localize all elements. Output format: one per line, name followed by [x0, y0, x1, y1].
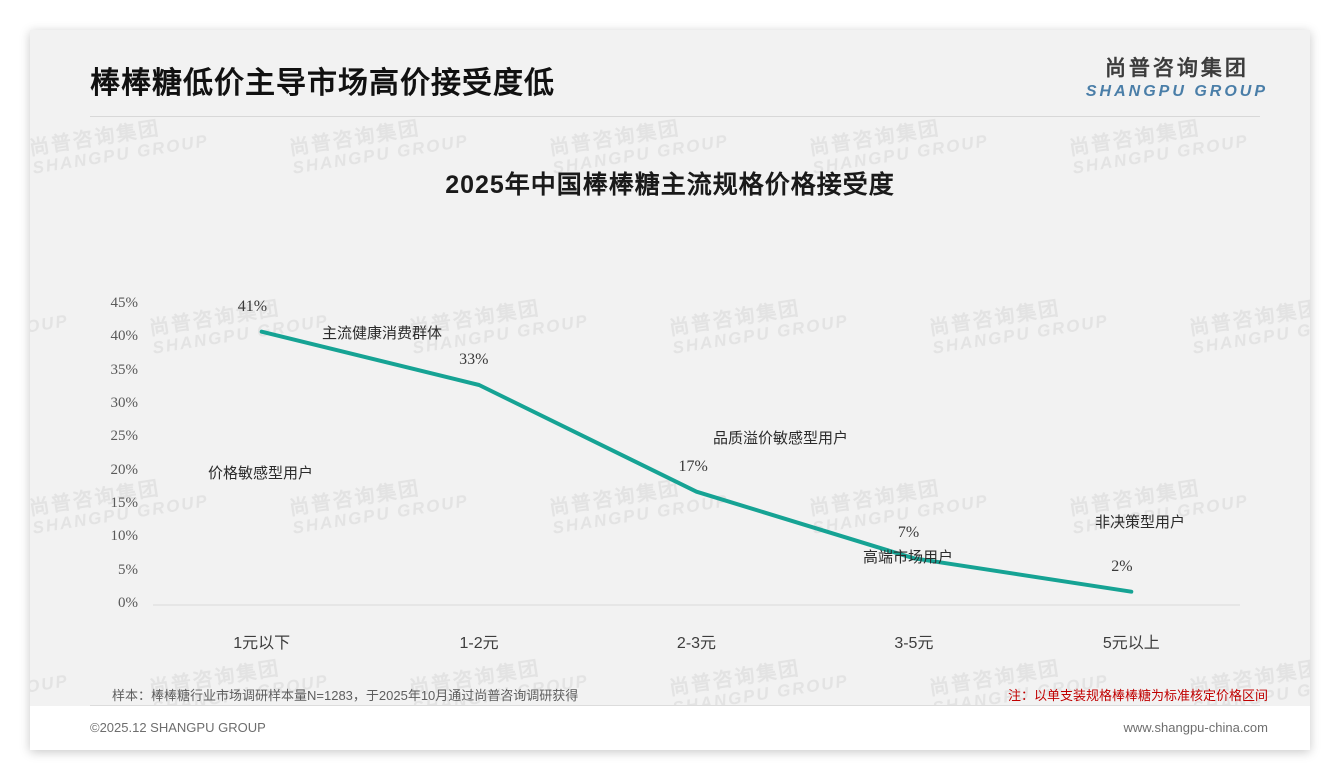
footnote-row: 样本：棒棒糖行业市场调研样本量N=1283，于2025年10月通过尚普咨询调研获… [30, 675, 1310, 715]
footer-divider [90, 705, 1260, 706]
data-series-line [259, 329, 1134, 594]
copyright-text: ©2025.12 SHANGPU GROUP [90, 720, 266, 735]
slide-canvas: 尚普咨询集团 SHANGPU GROUP 尚普咨询集团 SHANGPU GROUP 尚普… [30, 30, 1310, 750]
logo-english-text: SHANGPU GROUP [1085, 83, 1268, 100]
x-axis-tick-label: 2-3元 [676, 635, 717, 652]
y-axis-tick-label: 40% [110, 328, 139, 345]
chart-svg [153, 329, 1240, 606]
chart-annotation: 主流健康消费群体 [322, 325, 443, 342]
y-axis-tick-label: 0% [118, 595, 138, 611]
chart-annotation: 价格敏感型用户 [208, 465, 314, 482]
chart-annotation: 品质溢价敏感型用户 [713, 430, 849, 447]
data-point-label: 2% [1111, 557, 1133, 575]
chart-container: 2025年中国棒棒糖主流规格价格接受度 45% 40% 35% 30% 25% 20% 15… [30, 120, 1310, 680]
y-axis-tick-label: 20% [110, 461, 139, 478]
y-axis-tick-label: 5% [118, 561, 138, 578]
bottom-bar: ©2025.12 SHANGPU GROUP www.shangpu-china… [30, 706, 1310, 750]
x-axis-tick-label: 3-5元 [894, 635, 934, 652]
website-text: www.shangpu-china.com [1123, 720, 1268, 735]
y-axis-tick-label: 15% [110, 495, 139, 511]
x-axis-tick-label: 5元以上 [1102, 635, 1160, 652]
x-axis-tick-label: 1元以下 [233, 635, 291, 652]
price-standard-note: 注：以单支装规格棒棒糖为标准核定价格区间 [1007, 688, 1268, 703]
data-point-label: 7% [897, 524, 920, 542]
data-point-label: 17% [678, 457, 708, 475]
sample-note: 样本：棒棒糖行业市场调研样本量N=1283，于2025年10月通过尚普咨询调研获… [112, 688, 579, 703]
y-axis-tick-label: 35% [110, 361, 139, 378]
x-axis-tick-label: 1-2元 [459, 635, 499, 652]
data-point-label: 41% [237, 297, 268, 315]
line-chart-plot: 45% 40% 35% 30% 25% 20% 15% 10% 5% 0% 1元以下 1-2元 2-3元… [30, 120, 1310, 680]
chart-annotation: 非决策型用户 [1095, 514, 1186, 531]
chart-annotation: 高端市场用户 [863, 549, 954, 566]
y-axis-tick-label: 25% [110, 428, 139, 445]
y-axis-tick-label: 30% [110, 395, 139, 411]
slide-header: 棒棒糖低价主导市场高价接受度低 尚普咨询集团 SHANGPU GROUP [30, 30, 1310, 120]
header-divider [90, 116, 1260, 117]
brand-logo: 尚普咨询集团 SHANGPU GROUP [1086, 52, 1268, 101]
y-axis-tick-label: 10% [110, 528, 139, 545]
page-title: 棒棒糖低价主导市场高价接受度低 [90, 67, 555, 100]
data-point-label: 33% [459, 351, 489, 368]
logo-chinese-text: 尚普咨询集团 [1104, 57, 1249, 80]
chart-title: 2025年中国棒棒糖主流规格价格接受度 [445, 171, 895, 199]
y-axis-tick-label: 45% [110, 295, 139, 311]
